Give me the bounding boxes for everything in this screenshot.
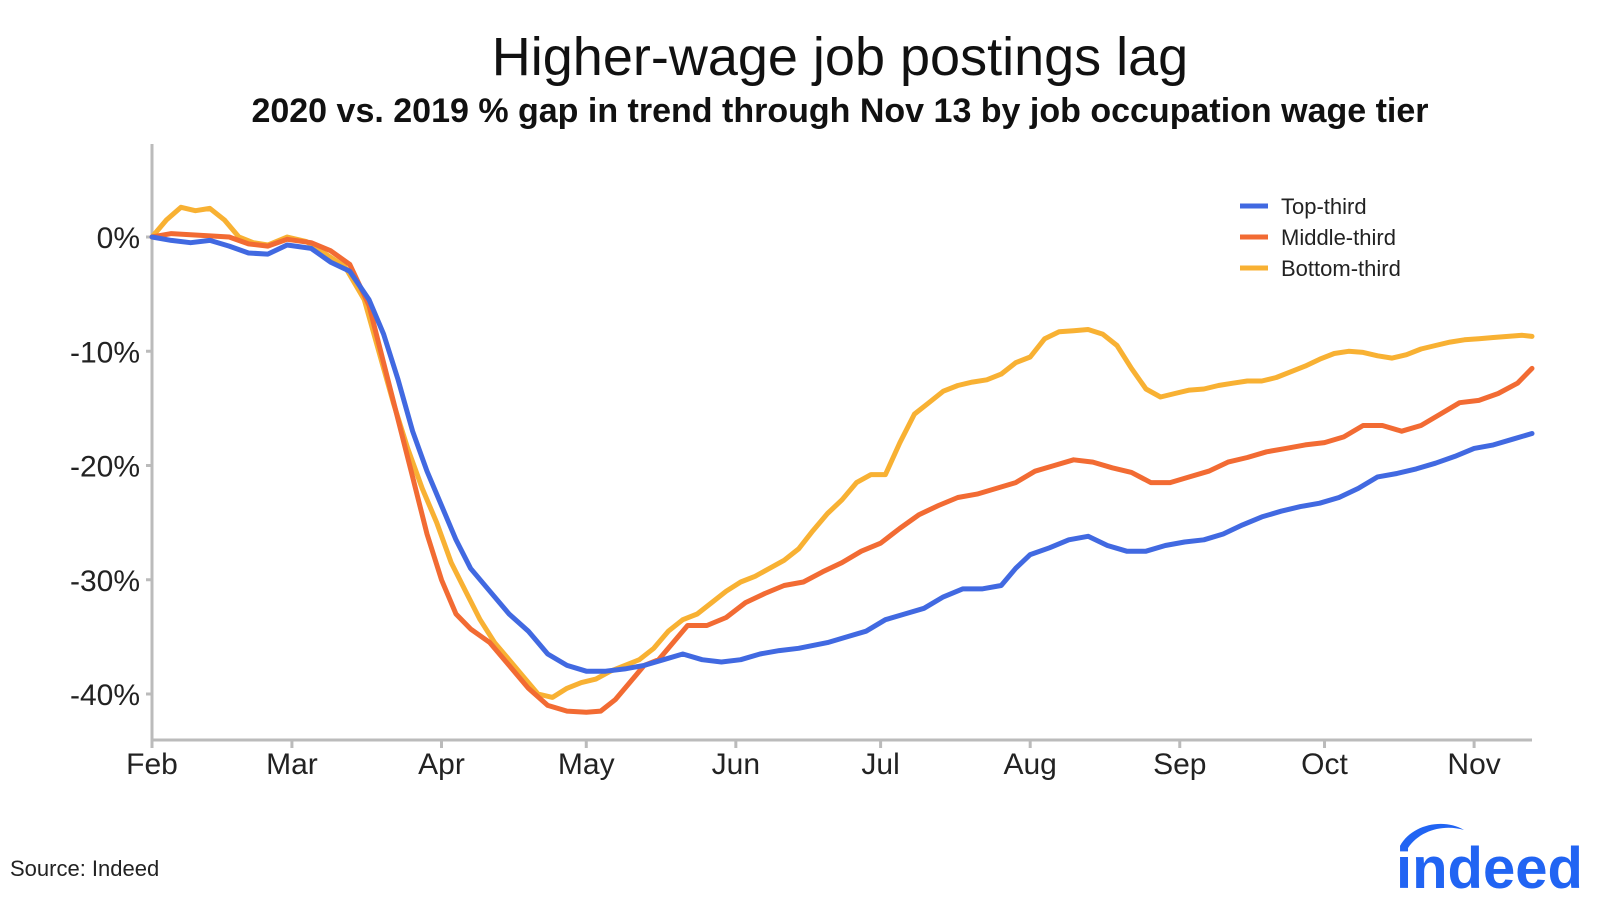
x-tick-label: Feb xyxy=(126,748,178,781)
x-tick-label: Jun xyxy=(712,748,760,781)
y-tick-label: -40% xyxy=(70,679,140,712)
series-line-top-third xyxy=(149,234,1535,674)
y-tick-label: -30% xyxy=(70,565,140,598)
chart-title: Higher-wage job postings lag xyxy=(491,27,1189,87)
series-line-middle-third xyxy=(149,231,1535,715)
x-tick-label: Aug xyxy=(1003,748,1056,781)
logo-swoosh-icon xyxy=(1400,823,1464,848)
x-tick-label: Mar xyxy=(266,748,318,781)
x-tick-label: Oct xyxy=(1301,748,1348,781)
indeed-logo[interactable]: indeed xyxy=(1382,816,1582,896)
y-tick-label: -10% xyxy=(70,336,140,369)
source-note: Source: Indeed xyxy=(10,856,160,881)
x-tick-label: Jul xyxy=(861,748,899,781)
y-tick-label: 0% xyxy=(97,222,140,255)
series-lines xyxy=(149,204,1535,715)
y-tick-label: -20% xyxy=(70,451,140,484)
x-tick-label: Sep xyxy=(1153,748,1206,781)
x-tick-label: Nov xyxy=(1447,748,1500,781)
legend-label-middle-third: Middle-third xyxy=(1281,225,1396,250)
legend: Top-third Middle-third Bottom-third xyxy=(1240,194,1401,281)
x-tick-label: May xyxy=(558,748,615,781)
chart-subtitle: 2020 vs. 2019 % gap in trend through Nov… xyxy=(251,92,1429,130)
logo-text: indeed xyxy=(1396,836,1582,896)
legend-label-bottom-third: Bottom-third xyxy=(1281,256,1401,281)
legend-label-top-third: Top-third xyxy=(1281,194,1367,219)
axes: 0% -10% -20% -30% -40% Feb Mar Apr May Jun Jul Aug S… xyxy=(70,144,1532,781)
x-tick-label: Apr xyxy=(418,748,465,781)
